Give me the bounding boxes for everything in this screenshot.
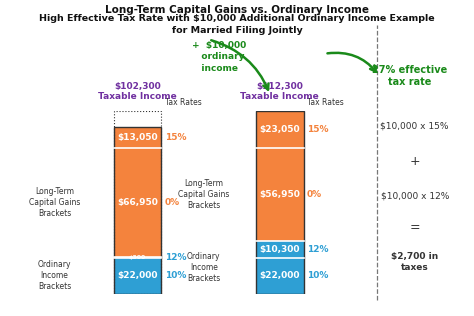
Text: 0%: 0% (307, 190, 322, 199)
Text: Long-Term
Capital Gains
Brackets: Long-Term Capital Gains Brackets (178, 179, 229, 210)
Text: $13,050: $13,050 (117, 133, 158, 142)
Text: for Married Filing Jointly: for Married Filing Jointly (172, 26, 302, 35)
Text: +  $10,000
   ordinary
   income: + $10,000 ordinary income (192, 40, 246, 73)
Bar (256, 148, 303, 241)
Text: $10,300: $10,300 (259, 245, 300, 254)
Text: 10%: 10% (164, 271, 186, 280)
Text: 27% effective
tax rate: 27% effective tax rate (373, 65, 447, 87)
Text: $10,000 x 15%: $10,000 x 15% (381, 122, 449, 131)
Bar (114, 258, 161, 294)
Text: Tax Rates: Tax Rates (307, 98, 344, 107)
Text: 12%: 12% (164, 253, 186, 262)
Bar (114, 127, 161, 294)
Bar (114, 111, 161, 294)
Text: $56,950: $56,950 (259, 190, 300, 199)
Text: $112,300
Taxable Income: $112,300 Taxable Income (240, 82, 319, 101)
Text: Tax Rates: Tax Rates (164, 98, 201, 107)
Bar (114, 148, 161, 258)
Text: 10%: 10% (307, 271, 328, 280)
Text: $66,950: $66,950 (117, 198, 158, 207)
Text: 15%: 15% (307, 125, 328, 134)
Text: Long-Term Capital Gains vs. Ordinary Income: Long-Term Capital Gains vs. Ordinary Inc… (105, 5, 369, 15)
Text: Long-Term
Capital Gains
Brackets: Long-Term Capital Gains Brackets (29, 187, 80, 218)
Text: $2,700 in
taxes: $2,700 in taxes (391, 252, 438, 272)
Bar (256, 111, 303, 294)
Bar (256, 241, 303, 258)
Bar (114, 127, 161, 148)
Text: Ordinary
Income
Brackets: Ordinary Income Brackets (187, 252, 220, 283)
Text: 15%: 15% (164, 133, 186, 142)
Text: High Effective Tax Rate with $10,000 Additional Ordinary Income Example: High Effective Tax Rate with $10,000 Add… (39, 14, 435, 23)
Text: $23,050: $23,050 (259, 125, 300, 134)
Text: 12%: 12% (307, 245, 328, 254)
Text: =: = (410, 221, 420, 234)
Bar (256, 111, 303, 148)
Text: $22,000: $22,000 (259, 271, 300, 280)
Bar (256, 258, 303, 294)
Text: $300: $300 (129, 255, 146, 260)
Text: 0%: 0% (164, 198, 180, 207)
Text: $22,000: $22,000 (117, 271, 158, 280)
Text: $102,300
Taxable Income: $102,300 Taxable Income (98, 82, 177, 101)
Text: Ordinary
Income
Brackets: Ordinary Income Brackets (38, 260, 71, 291)
Bar (114, 111, 161, 127)
Text: $10,000 x 12%: $10,000 x 12% (381, 191, 449, 200)
Text: +: + (410, 155, 420, 168)
